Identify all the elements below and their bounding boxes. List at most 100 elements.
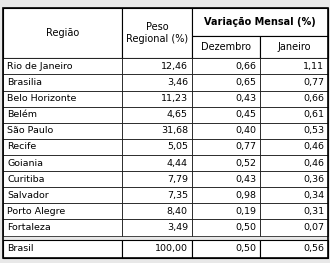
- Text: 7,35: 7,35: [167, 191, 188, 200]
- Bar: [3, 58, 122, 74]
- Text: Porto Alegre: Porto Alegre: [7, 207, 66, 216]
- Text: 0,98: 0,98: [235, 191, 256, 200]
- Bar: [192, 240, 260, 258]
- Text: 0,77: 0,77: [235, 143, 256, 151]
- Bar: [122, 58, 192, 74]
- Text: Salvador: Salvador: [7, 191, 49, 200]
- Text: 1,11: 1,11: [303, 62, 324, 71]
- Text: 0,43: 0,43: [235, 175, 256, 184]
- Bar: [3, 139, 122, 155]
- Text: Belém: Belém: [7, 110, 37, 119]
- Bar: [122, 123, 192, 139]
- Text: Variação Mensal (%): Variação Mensal (%): [204, 17, 316, 27]
- Text: Região: Região: [46, 28, 79, 38]
- Bar: [3, 74, 122, 90]
- Text: 100,00: 100,00: [155, 244, 188, 254]
- Bar: [122, 155, 192, 171]
- Text: 0,77: 0,77: [303, 78, 324, 87]
- Bar: [122, 8, 192, 58]
- Bar: [122, 240, 192, 258]
- Text: 3,46: 3,46: [167, 78, 188, 87]
- Text: Recife: Recife: [7, 143, 37, 151]
- Bar: [192, 123, 260, 139]
- Bar: [3, 171, 122, 187]
- Bar: [122, 107, 192, 123]
- Text: 0,36: 0,36: [303, 175, 324, 184]
- Bar: [260, 74, 328, 90]
- Bar: [260, 187, 328, 203]
- Bar: [192, 58, 260, 74]
- Text: 0,53: 0,53: [303, 126, 324, 135]
- Bar: [260, 58, 328, 74]
- Text: Peso
Regional (%): Peso Regional (%): [126, 22, 188, 44]
- Text: Dezembro: Dezembro: [201, 42, 251, 52]
- Text: Curitiba: Curitiba: [7, 175, 45, 184]
- Text: São Paulo: São Paulo: [7, 126, 53, 135]
- Bar: [3, 8, 122, 58]
- Bar: [260, 219, 328, 236]
- Bar: [260, 107, 328, 123]
- Bar: [192, 139, 260, 155]
- Text: 0,19: 0,19: [235, 207, 256, 216]
- Bar: [192, 8, 328, 36]
- Text: Goiania: Goiania: [7, 159, 43, 168]
- Bar: [260, 90, 328, 107]
- Bar: [3, 219, 122, 236]
- Bar: [260, 36, 328, 58]
- Bar: [122, 187, 192, 203]
- Text: 11,23: 11,23: [161, 94, 188, 103]
- Bar: [122, 219, 192, 236]
- Text: 0,66: 0,66: [235, 62, 256, 71]
- Bar: [122, 74, 192, 90]
- Text: 0,46: 0,46: [303, 143, 324, 151]
- Bar: [122, 90, 192, 107]
- Bar: [260, 203, 328, 219]
- Bar: [260, 139, 328, 155]
- Text: Brasil: Brasil: [7, 244, 34, 254]
- Bar: [3, 240, 122, 258]
- Bar: [122, 203, 192, 219]
- Bar: [192, 90, 260, 107]
- Text: 0,66: 0,66: [303, 94, 324, 103]
- Bar: [192, 187, 260, 203]
- Text: 8,40: 8,40: [167, 207, 188, 216]
- Text: 0,43: 0,43: [235, 94, 256, 103]
- Bar: [3, 155, 122, 171]
- Text: 12,46: 12,46: [161, 62, 188, 71]
- Bar: [3, 90, 122, 107]
- Text: 0,52: 0,52: [235, 159, 256, 168]
- Bar: [192, 155, 260, 171]
- Text: Rio de Janeiro: Rio de Janeiro: [7, 62, 73, 71]
- Bar: [192, 36, 260, 58]
- Text: Janeiro: Janeiro: [278, 42, 311, 52]
- Bar: [3, 123, 122, 139]
- Text: 5,05: 5,05: [167, 143, 188, 151]
- Bar: [260, 240, 328, 258]
- Text: Brasilia: Brasilia: [7, 78, 42, 87]
- Text: 0,45: 0,45: [235, 110, 256, 119]
- Bar: [192, 219, 260, 236]
- Text: 3,49: 3,49: [167, 223, 188, 232]
- Text: 0,61: 0,61: [303, 110, 324, 119]
- Text: 0,50: 0,50: [235, 244, 256, 254]
- Bar: [192, 107, 260, 123]
- Text: 31,68: 31,68: [161, 126, 188, 135]
- Bar: [3, 187, 122, 203]
- Text: 0,07: 0,07: [303, 223, 324, 232]
- Bar: [260, 171, 328, 187]
- Text: 0,40: 0,40: [235, 126, 256, 135]
- Bar: [260, 155, 328, 171]
- Bar: [122, 139, 192, 155]
- Text: 0,56: 0,56: [303, 244, 324, 254]
- Text: 0,31: 0,31: [303, 207, 324, 216]
- Bar: [192, 74, 260, 90]
- Text: 4,65: 4,65: [167, 110, 188, 119]
- Bar: [192, 203, 260, 219]
- Text: 0,50: 0,50: [235, 223, 256, 232]
- Text: 0,65: 0,65: [235, 78, 256, 87]
- Text: 0,34: 0,34: [303, 191, 324, 200]
- Bar: [192, 171, 260, 187]
- Text: Belo Horizonte: Belo Horizonte: [7, 94, 77, 103]
- Text: 0,46: 0,46: [303, 159, 324, 168]
- Bar: [3, 107, 122, 123]
